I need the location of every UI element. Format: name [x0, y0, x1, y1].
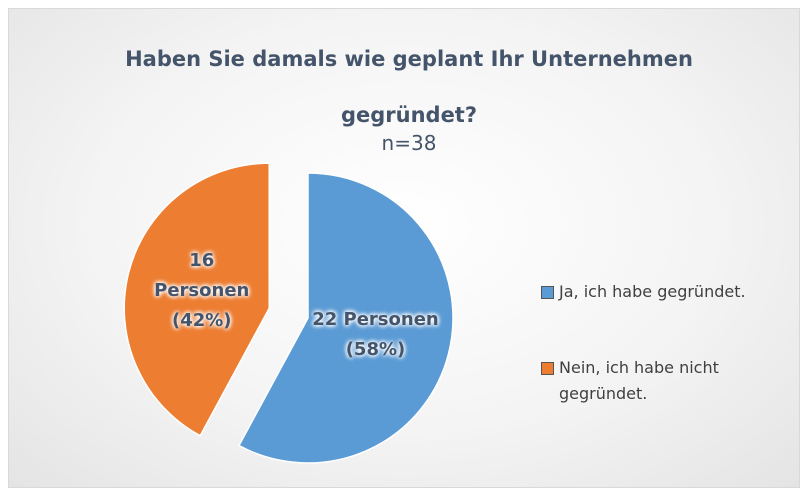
pie-slice [237, 172, 454, 464]
data-label: 16 Personen (42%) [154, 250, 250, 332]
legend-item: Nein, ich habe nicht gegründet. [541, 355, 789, 407]
chart-subtitle: n=38 [381, 131, 437, 155]
legend-label: Ja, ich habe gegründet. [559, 282, 746, 301]
pie-slice [123, 162, 270, 437]
chart-title: Haben Sie damals wie geplant Ihr Unterne… [125, 47, 693, 127]
legend-swatch [541, 286, 554, 299]
data-label: 22 Personen (58%) [312, 309, 439, 361]
legend-label: Nein, ich habe nicht gegründet. [559, 358, 719, 403]
chart: Haben Sie damals wie geplant Ihr Unterne… [8, 8, 800, 488]
legend-item: Ja, ich habe gegründet. [541, 279, 789, 305]
legend-swatch [541, 362, 554, 375]
pie-area [123, 162, 454, 464]
